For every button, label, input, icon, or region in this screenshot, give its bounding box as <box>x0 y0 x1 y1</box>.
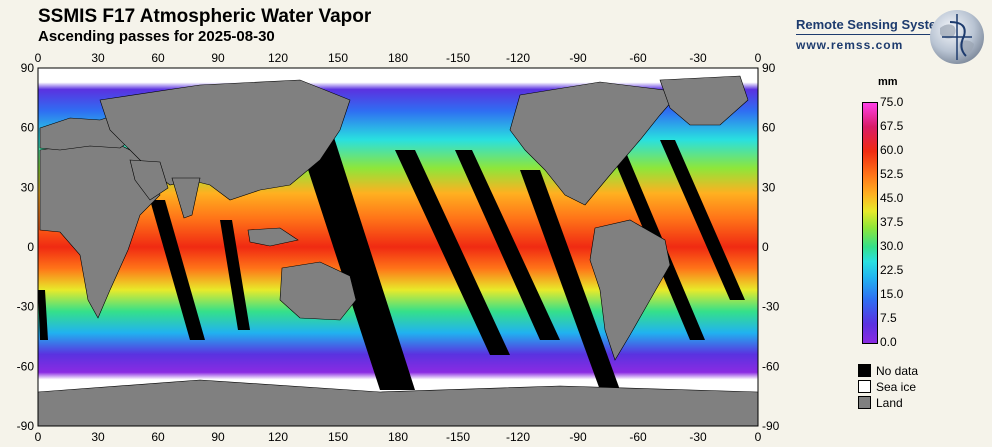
land-masses <box>38 75 758 426</box>
map-title: SSMIS F17 Atmospheric Water Vapor <box>38 6 372 27</box>
y-tick-label-right: -60 <box>762 359 780 373</box>
y-tick-label-left: -60 <box>17 359 35 373</box>
colorbar-tick-label: 52.5 <box>880 167 904 181</box>
brand-url: www.remss.com <box>796 38 904 52</box>
legend-swatch <box>858 380 871 393</box>
map-subtitle: Ascending passes for 2025-08-30 <box>38 28 275 45</box>
x-tick-label-top: -90 <box>569 51 587 65</box>
colorbar-tick-label: 0.0 <box>880 335 897 349</box>
y-tick-label-left: -30 <box>17 300 35 314</box>
australia-landmass <box>279 261 357 321</box>
x-tick-label-top: -120 <box>506 51 530 65</box>
colorbar-tick-label: 37.5 <box>880 215 904 229</box>
indonesia-landmass <box>247 227 299 247</box>
x-tick-label-top: 180 <box>388 51 408 65</box>
x-tick-label-top: -30 <box>689 51 707 65</box>
x-tick-label-top: 120 <box>268 51 288 65</box>
no-data-swaths <box>38 125 745 390</box>
legend-label: Sea ice <box>876 380 917 394</box>
globe-logo-icon <box>930 10 984 64</box>
x-tick-label-top: 150 <box>328 51 348 65</box>
x-tick-label-bottom: 60 <box>151 430 165 444</box>
colorbar-tick-label: 30.0 <box>880 239 904 253</box>
x-tick-label-bottom: -30 <box>689 430 707 444</box>
x-tick-label-top: -150 <box>446 51 470 65</box>
x-tick-label-top: 0 <box>755 51 762 65</box>
y-tick-label-left: -90 <box>17 419 35 433</box>
colorbar-tick-label: 67.5 <box>880 119 904 133</box>
colorbar-tick-label: 75.0 <box>880 95 904 109</box>
south-america-landmass <box>589 219 671 361</box>
y-tick-label-right: -30 <box>762 300 780 314</box>
x-tick-label-bottom: 0 <box>35 430 42 444</box>
y-tick-label-right: 30 <box>762 180 776 194</box>
brand-block: Remote Sensing Systems www.remss.com <box>796 17 955 52</box>
x-tick-label-top: 0 <box>35 51 42 65</box>
y-tick-label-right: 90 <box>762 61 776 75</box>
x-tick-label-bottom: -120 <box>506 430 530 444</box>
legend-label: Land <box>876 396 903 410</box>
x-tick-label-bottom: 30 <box>91 430 105 444</box>
y-tick-label-left: 60 <box>21 121 35 135</box>
legend-item: No data <box>858 364 918 378</box>
x-tick-label-bottom: 150 <box>328 430 348 444</box>
colorbar-tick-label: 22.5 <box>880 263 904 277</box>
colorbar-unit: mm <box>878 76 898 88</box>
legend-label: No data <box>876 364 919 378</box>
x-tick-label-top: 30 <box>91 51 105 65</box>
legend-swatch <box>858 396 871 409</box>
y-tick-label-left: 0 <box>27 240 34 254</box>
x-tick-label-bottom: 180 <box>388 430 408 444</box>
brand-divider <box>796 34 954 35</box>
x-tick-label-bottom: 0 <box>755 430 762 444</box>
india-landmass <box>171 177 201 219</box>
colorbar-tick-label: 45.0 <box>880 191 904 205</box>
map-frame <box>37 67 759 427</box>
x-tick-label-bottom: -90 <box>569 430 587 444</box>
x-tick-label-bottom: 120 <box>268 430 288 444</box>
x-tick-label-top: 90 <box>211 51 225 65</box>
legend-item: Sea ice <box>858 380 916 394</box>
colorbar <box>862 102 878 344</box>
y-tick-label-left: 90 <box>21 61 35 75</box>
y-tick-label-right: 60 <box>762 121 776 135</box>
arabia-landmass <box>129 159 169 201</box>
x-tick-label-bottom: -150 <box>446 430 470 444</box>
y-tick-label-right: -90 <box>762 419 780 433</box>
x-tick-label-top: -60 <box>629 51 647 65</box>
antarctica-landmass <box>38 379 758 426</box>
title-block: SSMIS F17 Atmospheric Water Vapor Ascend… <box>38 6 371 45</box>
colorbar-tick-label: 7.5 <box>880 311 897 325</box>
colorbar-tick-label: 15.0 <box>880 287 904 301</box>
x-tick-label-top: 60 <box>151 51 165 65</box>
y-tick-label-right: 0 <box>762 240 769 254</box>
colorbar-tick-label: 60.0 <box>880 143 904 157</box>
x-tick-label-bottom: 90 <box>211 430 225 444</box>
brand-name: Remote Sensing Systems <box>796 17 955 32</box>
legend-item: Land <box>858 396 903 410</box>
x-tick-label-bottom: -60 <box>629 430 647 444</box>
greenland-landmass <box>659 75 749 126</box>
axis-ticks: 0 0 30 30 60 60 90 90 120 120 150 150 180 180 -150 -150… <box>17 51 780 444</box>
legend-swatch <box>858 364 871 377</box>
y-tick-label-left: 30 <box>21 180 35 194</box>
